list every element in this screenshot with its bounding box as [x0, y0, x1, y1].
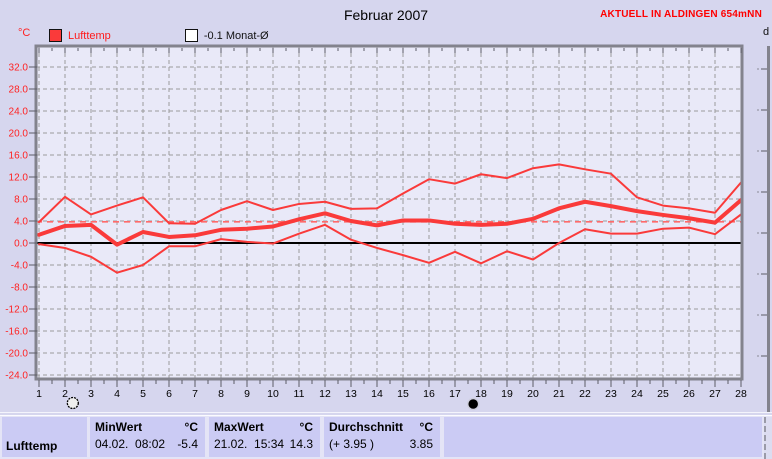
full-moon-icon: [66, 396, 79, 410]
svg-text:25: 25: [657, 388, 669, 400]
x-axis-labels: 1 2 3 4 5 6 7 8 9 10 11 12 13 14 15 16 17 18 19 20 21 22 23 24 2…: [36, 388, 747, 400]
series-avg-line: [37, 198, 743, 247]
station-banner: AKTUELL IN ALDINGEN 654mNN: [600, 9, 762, 20]
sensor-label-cell: Lufttemp Update: [2, 417, 87, 459]
svg-text:12.0: 12.0: [9, 173, 29, 184]
minwert-header: MinWert: [95, 420, 143, 434]
legend-swatch-monat-avg-icon: [184, 29, 198, 42]
maxwert-datetime: 21.02. 15:34: [214, 437, 285, 451]
minwert-datetime: 04.02. 08:02: [95, 437, 166, 451]
legend-item-monat-avg: -0.1 Monat-Ø: [203, 29, 269, 42]
svg-text:5: 5: [140, 388, 146, 400]
y-axis-unit-label: °C: [18, 27, 31, 39]
legend-item-lufttemp: Lufttemp: [68, 29, 111, 42]
empty-cell: [444, 417, 762, 457]
svg-text:3: 3: [88, 388, 94, 400]
durchschnitt-unit: °C: [419, 420, 433, 434]
svg-text:6: 6: [166, 388, 172, 400]
svg-text:13: 13: [345, 388, 357, 400]
x-axis-unit-label: d: [763, 26, 770, 38]
svg-text:16: 16: [423, 388, 435, 400]
durchschnitt-header: Durchschnitt: [329, 420, 404, 434]
svg-text:9: 9: [244, 388, 250, 400]
y-axis-labels: 32.0 28.0 24.0 20.0 16.0 12.0 8.0 4.0 0.0 -4.0 -8.…: [5, 63, 28, 382]
svg-text:16.0: 16.0: [9, 151, 29, 162]
svg-text:27: 27: [709, 388, 721, 400]
new-moon-icon: [466, 397, 480, 411]
svg-text:21: 21: [553, 388, 565, 400]
gridlines: [36, 46, 742, 379]
plot-frame: [34, 44, 744, 381]
svg-text:4.0: 4.0: [14, 217, 28, 228]
legend-swatch-lufttemp-icon: [49, 29, 62, 42]
durchschnitt-deviation: (+ 3.95 ): [329, 437, 375, 451]
svg-text:26: 26: [683, 388, 695, 400]
plot-area: [36, 46, 742, 379]
adjacent-pane-edge: [764, 417, 772, 459]
legend: Lufttemp -0.1 Monat-Ø: [49, 29, 269, 42]
svg-text:4: 4: [114, 388, 120, 400]
maxwert-cell: MaxWert °C 21.02. 15:34 14.3: [209, 417, 320, 457]
svg-text:28.0: 28.0: [9, 85, 29, 96]
svg-text:-8.0: -8.0: [11, 283, 29, 294]
summary-table: Lufttemp Update MinWert °C 04.02. 08:02 …: [0, 415, 772, 459]
svg-text:1: 1: [36, 388, 42, 400]
svg-text:15: 15: [397, 388, 409, 400]
maxwert-header: MaxWert: [214, 420, 264, 434]
chart-table-divider: [0, 412, 772, 413]
svg-text:28: 28: [735, 388, 747, 400]
svg-text:24.0: 24.0: [9, 107, 29, 118]
series-min-line: [38, 213, 742, 274]
svg-text:0.0: 0.0: [14, 239, 28, 250]
svg-text:-20.0: -20.0: [5, 349, 28, 360]
adjacent-pane-frame: [757, 46, 770, 412]
svg-text:18: 18: [475, 388, 487, 400]
axis-ticks: [29, 48, 742, 387]
page-title: Februar 2007: [343, 7, 429, 23]
maxwert-number: 14.3: [289, 437, 313, 451]
svg-text:7: 7: [192, 388, 198, 400]
svg-text:-12.0: -12.0: [5, 305, 28, 316]
sensor-row-label: Lufttemp: [6, 439, 58, 453]
svg-text:8: 8: [218, 388, 224, 400]
svg-text:11: 11: [294, 388, 305, 400]
durchschnitt-number: 3.85: [409, 437, 433, 451]
svg-text:17: 17: [449, 388, 461, 400]
svg-text:8.0: 8.0: [14, 195, 28, 206]
svg-text:23: 23: [605, 388, 617, 400]
minwert-unit: °C: [184, 420, 198, 434]
minwert-number: -5.4: [177, 437, 198, 451]
svg-text:10: 10: [267, 388, 279, 400]
svg-text:32.0: 32.0: [9, 63, 29, 74]
svg-text:22: 22: [579, 388, 591, 400]
svg-text:-24.0: -24.0: [5, 371, 28, 382]
series-max-line: [38, 163, 742, 225]
svg-text:-4.0: -4.0: [11, 261, 29, 272]
minwert-cell: MinWert °C 04.02. 08:02 -5.4: [90, 417, 205, 457]
svg-text:24: 24: [631, 388, 643, 400]
svg-text:19: 19: [501, 388, 513, 400]
svg-text:20: 20: [527, 388, 539, 400]
svg-text:-16.0: -16.0: [5, 327, 28, 338]
maxwert-unit: °C: [299, 420, 313, 434]
svg-text:20.0: 20.0: [9, 129, 29, 140]
svg-text:12: 12: [319, 388, 331, 400]
temperature-chart: 32.0 28.0 24.0 20.0 16.0 12.0 8.0 4.0 0.0 -4.0 -8.…: [5, 44, 770, 412]
svg-text:2: 2: [62, 388, 68, 400]
durchschnitt-cell: Durchschnitt °C (+ 3.95 ) 3.85: [324, 417, 440, 457]
svg-text:14: 14: [371, 388, 383, 400]
